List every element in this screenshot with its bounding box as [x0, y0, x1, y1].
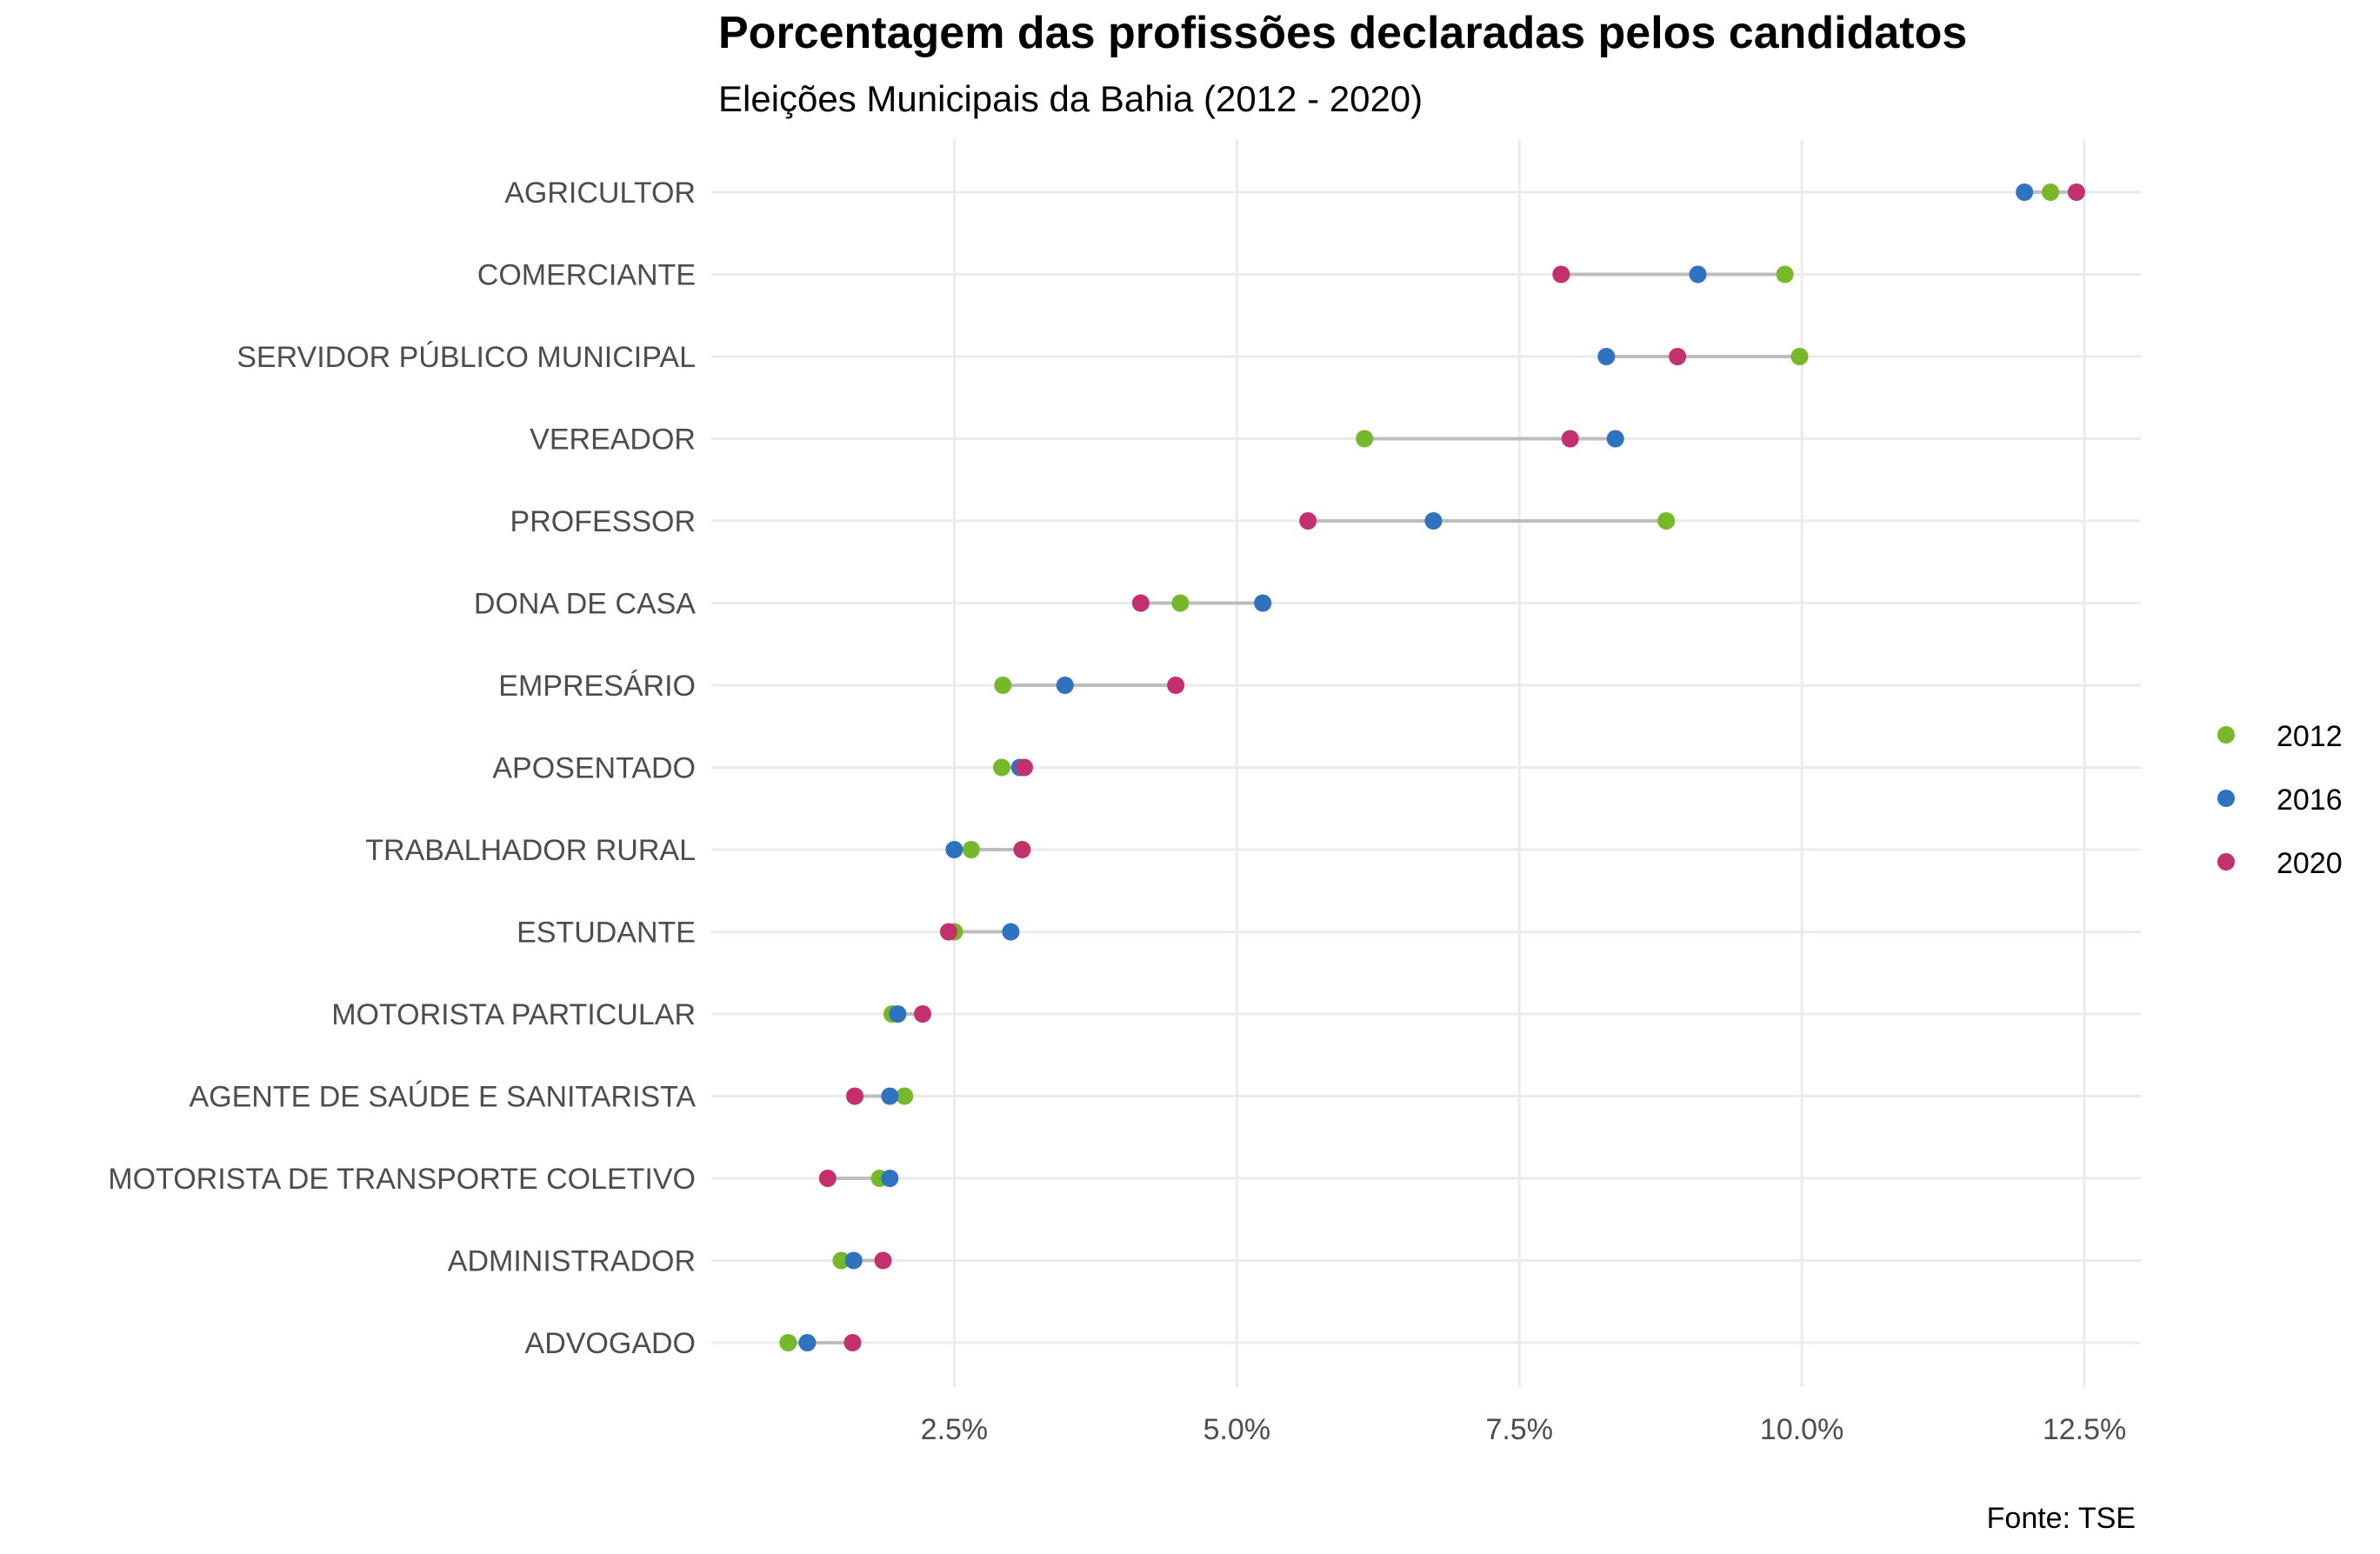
legend-label: 2016: [2277, 784, 2343, 817]
data-point-2016: [881, 1087, 899, 1105]
data-point-2020: [818, 1170, 837, 1187]
x-tick-label: 2.5%: [921, 1413, 989, 1446]
data-point-2012: [2042, 183, 2060, 201]
category-label: MOTORISTA DE TRANSPORTE COLETIVO: [108, 1163, 696, 1196]
data-point-2012: [1790, 348, 1809, 365]
x-tick-label: 12.5%: [2043, 1413, 2126, 1446]
legend-key-2020: [2217, 853, 2235, 870]
data-point-2012: [994, 677, 1012, 694]
legend-key-2012: [2217, 726, 2235, 744]
data-point-2016: [2016, 183, 2034, 201]
category-label: SERVIDOR PÚBLICO MUNICIPAL: [237, 341, 696, 374]
data-point-2016: [945, 841, 963, 858]
data-point-2020: [1552, 265, 1570, 283]
data-point-2020: [1167, 677, 1185, 694]
data-point-2012: [832, 1251, 850, 1270]
data-point-2012: [896, 1087, 914, 1105]
data-point-2020: [914, 1005, 932, 1023]
category-label: TRABALHADOR RURAL: [365, 834, 696, 867]
data-point-2016: [1424, 512, 1443, 530]
data-point-2020: [939, 923, 957, 941]
data-point-2012: [1356, 430, 1374, 448]
data-point-2016: [1254, 594, 1272, 612]
data-point-2016: [1606, 430, 1624, 448]
category-label: ADMINISTRADOR: [448, 1245, 696, 1278]
data-point-2020: [1013, 841, 1031, 858]
legend-label: 2020: [2277, 847, 2343, 880]
legend-key-2016: [2217, 790, 2235, 807]
category-label: MOTORISTA PARTICULAR: [331, 998, 696, 1031]
data-point-2020: [1131, 594, 1150, 612]
chart-subtitle: Eleições Municipais da Bahia (2012 - 202…: [718, 78, 1423, 119]
data-point-2020: [1669, 348, 1687, 365]
category-label: AGENTE DE SAÚDE E SANITARISTA: [189, 1081, 696, 1114]
x-tick-label: 7.5%: [1485, 1413, 1553, 1446]
data-point-2012: [779, 1334, 797, 1351]
category-label: EMPRESÁRIO: [498, 670, 696, 703]
data-point-2016: [1689, 265, 1707, 283]
data-point-2012: [962, 841, 980, 858]
legend-label: 2012: [2277, 720, 2343, 753]
data-point-2012: [1657, 512, 1676, 530]
data-point-2016: [844, 1251, 863, 1270]
data-point-2016: [889, 1005, 907, 1023]
data-point-2020: [1299, 512, 1317, 530]
category-label: ADVOGADO: [525, 1327, 696, 1360]
data-point-2016: [1002, 923, 1020, 941]
x-tick-label: 5.0%: [1203, 1413, 1271, 1446]
data-point-2012: [1776, 265, 1794, 283]
category-label: AGRICULTOR: [504, 177, 696, 210]
data-point-2020: [2067, 183, 2085, 201]
data-point-2020: [1015, 758, 1033, 777]
data-point-2016: [881, 1170, 899, 1187]
category-label: ESTUDANTE: [517, 917, 696, 950]
data-point-2020: [843, 1334, 862, 1351]
data-point-2012: [992, 758, 1010, 777]
data-point-2016: [1056, 677, 1074, 694]
chart-caption: Fonte: TSE: [1986, 1502, 2136, 1535]
category-label: APOSENTADO: [492, 752, 696, 785]
chart-title: Porcentagem das profissões declaradas pe…: [718, 8, 1968, 58]
category-label: VEREADOR: [530, 424, 696, 457]
category-label: COMERCIANTE: [477, 259, 696, 292]
data-point-2016: [798, 1334, 817, 1351]
data-point-2020: [1561, 430, 1579, 448]
category-label: PROFESSOR: [510, 505, 696, 538]
data-point-2012: [1171, 594, 1190, 612]
data-point-2020: [874, 1251, 892, 1270]
x-tick-label: 10.0%: [1760, 1413, 1843, 1446]
data-point-2016: [1597, 348, 1616, 365]
category-label: DONA DE CASA: [474, 588, 696, 621]
data-point-2020: [846, 1087, 864, 1105]
